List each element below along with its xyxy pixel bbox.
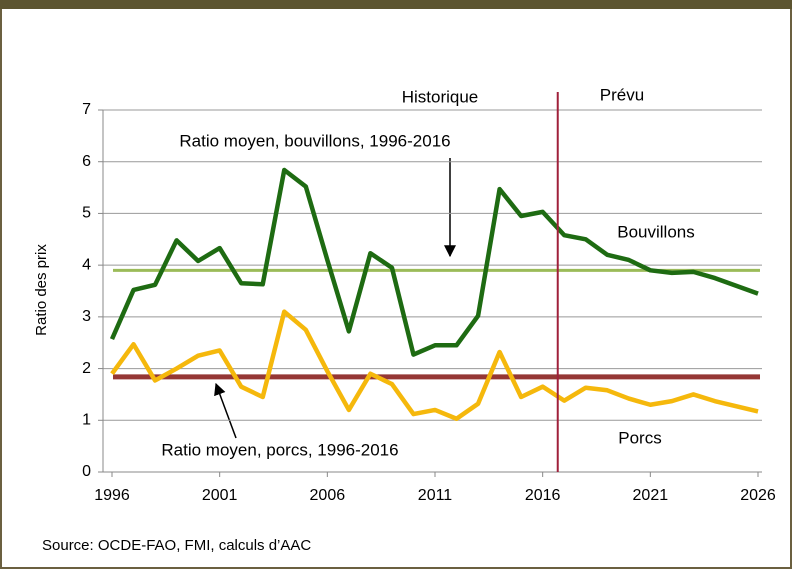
x-tick-label: 2006: [310, 487, 346, 504]
y-tick-label: 1: [82, 412, 91, 429]
series-line: [110, 309, 759, 421]
series-label: Bouvillons: [617, 222, 695, 241]
source: Source: OCDE-FAO, FMI, calculs d’AAC: [42, 537, 311, 554]
x-tick-label: 2001: [202, 487, 238, 504]
x-tick-label: 1996: [94, 487, 130, 504]
x-tick-label: 2026: [740, 487, 776, 504]
arrow: [214, 382, 237, 439]
annotation: Historique: [402, 87, 479, 106]
top-bar: [0, 0, 792, 9]
x-tick-label: 2011: [418, 487, 453, 504]
y-tick-label: 6: [82, 153, 91, 170]
y-tick-label: 7: [82, 101, 91, 118]
y-tick-label: 4: [82, 256, 91, 273]
series-line: [109, 167, 759, 357]
annotation: Ratio moyen, bouvillons, 1996-2016: [179, 131, 450, 150]
annotation: Prévu: [600, 85, 644, 104]
x-tick-label: 2021: [633, 487, 669, 504]
series-label: Porcs: [618, 428, 661, 447]
y-tick-label: 5: [82, 205, 91, 222]
y-tick-label: 2: [82, 360, 91, 377]
y-tick-label: 0: [82, 463, 91, 480]
y-tick-label: 3: [82, 308, 91, 325]
y-axis-label: Ratio des prix: [33, 244, 50, 336]
x-tick-label: 2016: [525, 487, 561, 504]
annotation: Ratio moyen, porcs, 1996-2016: [161, 440, 398, 459]
